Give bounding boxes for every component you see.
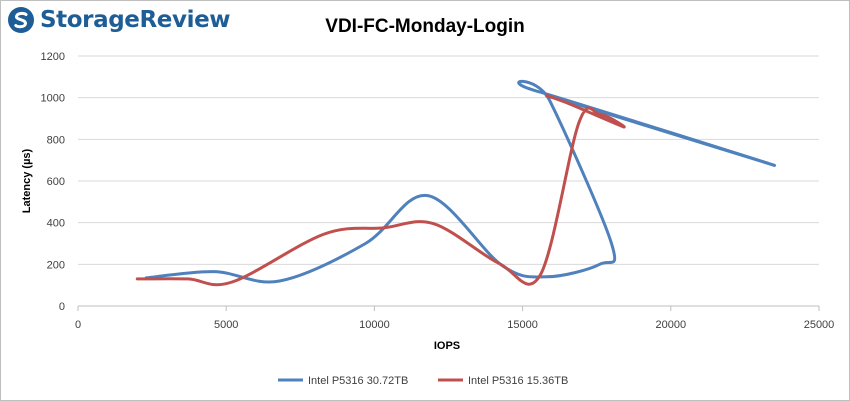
legend-item-1: Intel P5316 30.72TB [278,375,408,387]
series-line-2 [135,94,626,287]
gridlines [78,55,819,265]
x-tick-label: 20000 [656,319,687,331]
legend-label: Intel P5316 30.72TB [308,375,408,387]
storagereview-logo: StorageReview [6,4,231,36]
y-tick-label: 1200 [41,51,65,63]
series-layer [135,79,777,287]
y-tick-label: 0 [59,301,65,313]
y-tick-label: 200 [47,259,65,271]
legend: Intel P5316 30.72TB Intel P5316 15.36TB [278,375,568,387]
x-axis-ticks: 0 5000 10000 15000 20000 25000 [75,306,834,331]
x-axis-title: IOPS [434,340,460,352]
series-line-1 [144,79,777,284]
y-tick-label: 800 [47,134,65,146]
x-tick-label: 0 [75,319,81,331]
x-tick-label: 10000 [359,319,390,331]
storagereview-logo-text: StorageReview [40,7,231,33]
x-tick-label: 15000 [507,319,538,331]
legend-label: Intel P5316 15.36TB [468,375,568,387]
x-tick-label: 5000 [214,319,238,331]
y-tick-label: 600 [47,176,65,188]
y-tick-label: 1000 [41,93,65,105]
x-tick-label: 25000 [804,319,835,331]
storagereview-logo-icon [8,7,34,33]
y-axis-title: Latency (µs) [21,148,33,213]
y-axis-ticks: 0 200 400 600 800 1000 1200 [41,51,65,313]
chart-title: VDI-FC-Monday-Login [325,16,524,37]
legend-item-2: Intel P5316 15.36TB [438,375,568,387]
y-tick-label: 400 [47,218,65,230]
